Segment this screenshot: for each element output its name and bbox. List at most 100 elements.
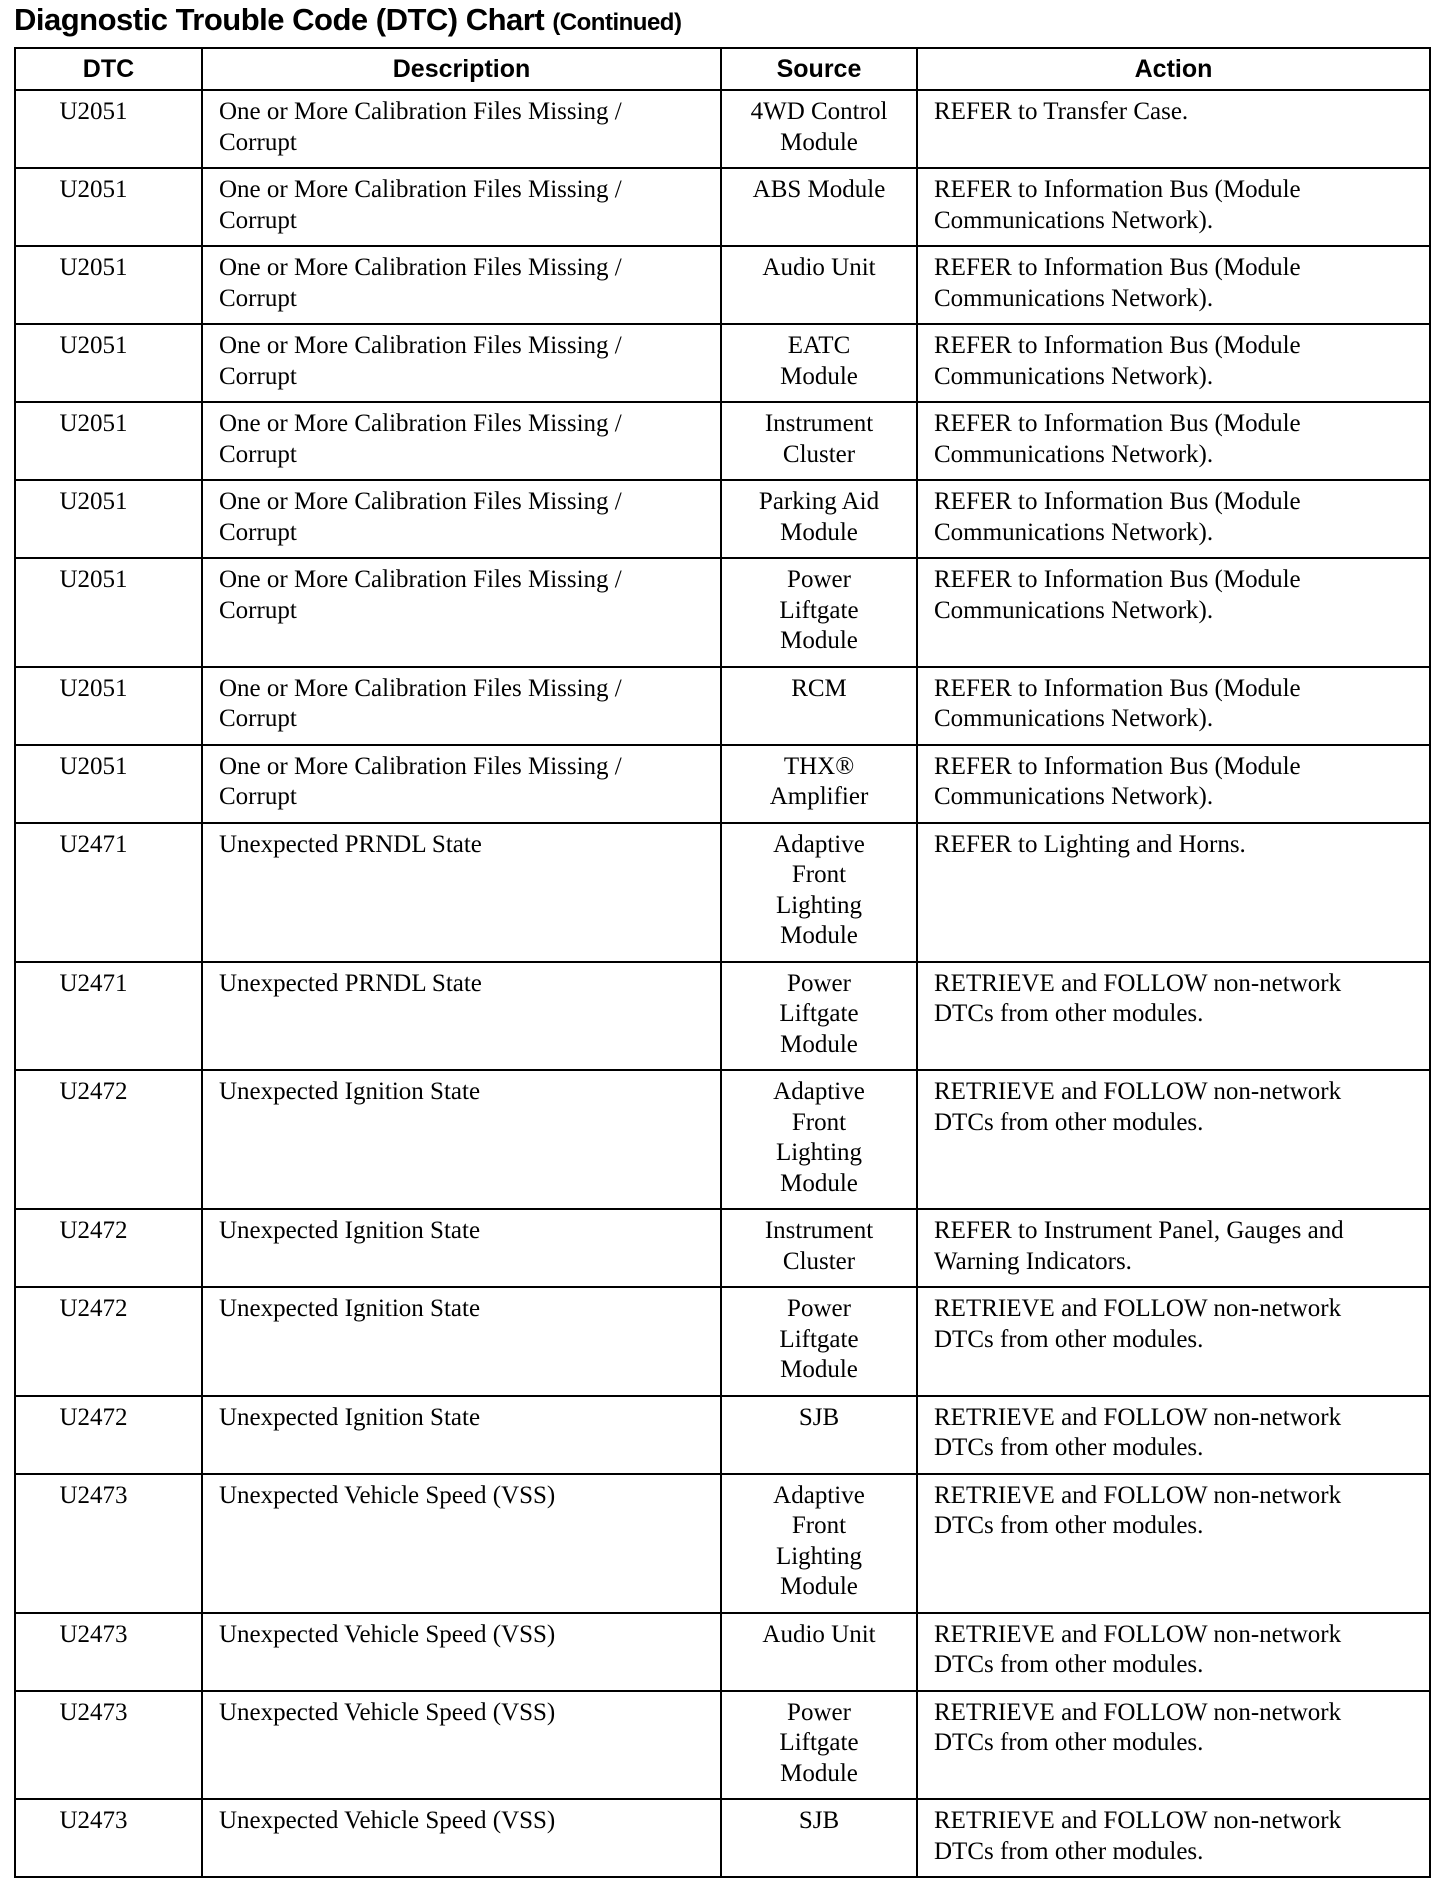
table-row: U2473 Unexpected Vehicle Speed (VSS) Power… <box>14 1689 1431 1800</box>
action-cell: RETRIEVE and FOLLOW non-network DTCs fro… <box>916 1611 1431 1692</box>
table-row: U2472 Unexpected Ignition State Power Lift… <box>14 1286 1431 1397</box>
description-cell: Unexpected Ignition State <box>201 1069 722 1210</box>
action-cell: RETRIEVE and FOLLOW non-network DTCs fro… <box>916 1798 1431 1878</box>
source-cell: Adaptive Front Lighting Module <box>720 1472 918 1614</box>
action-cell: REFER to Information Bus (Module Communi… <box>916 665 1431 746</box>
source-cell: Parking Aid Module <box>720 479 918 559</box>
dtc-cell: U2051 <box>14 743 203 824</box>
dtc-cell: U2472 <box>14 1208 203 1288</box>
action-cell: REFER to Information Bus (Module Communi… <box>916 245 1431 325</box>
table-row: U2051 One or More Calibration Files Missi… <box>14 743 1431 824</box>
source-cell: Instrument Cluster <box>720 401 918 481</box>
source-cell: Instrument Cluster <box>720 1208 918 1288</box>
table-row: U2051 One or More Calibration Files Missi… <box>14 401 1431 481</box>
table-row: U2051 One or More Calibration Files Missi… <box>14 665 1431 746</box>
dtc-cell: U2473 <box>14 1689 203 1800</box>
source-cell: ABS Module <box>720 167 918 247</box>
description-cell: One or More Calibration Files Missing / … <box>201 743 722 824</box>
description-cell: Unexpected Vehicle Speed (VSS) <box>201 1472 722 1614</box>
source-cell: Power Liftgate Module <box>720 557 918 668</box>
action-cell: RETRIEVE and FOLLOW non-network DTCs fro… <box>916 1394 1431 1475</box>
description-cell: One or More Calibration Files Missing / … <box>201 323 722 403</box>
dtc-cell: U2472 <box>14 1394 203 1475</box>
description-cell: Unexpected Vehicle Speed (VSS) <box>201 1611 722 1692</box>
description-cell: One or More Calibration Files Missing / … <box>201 167 722 247</box>
dtc-cell: U2471 <box>14 960 203 1071</box>
action-cell: REFER to Information Bus (Module Communi… <box>916 167 1431 247</box>
description-cell: Unexpected PRNDL State <box>201 821 722 963</box>
source-cell: Power Liftgate Module <box>720 1286 918 1397</box>
table-row: U2473 Unexpected Vehicle Speed (VSS) Audio… <box>14 1611 1431 1692</box>
action-cell: RETRIEVE and FOLLOW non-network DTCs fro… <box>916 1472 1431 1614</box>
dtc-cell: U2051 <box>14 479 203 559</box>
description-cell: Unexpected Vehicle Speed (VSS) <box>201 1798 722 1878</box>
column-header-description: Description <box>201 47 722 91</box>
description-cell: One or More Calibration Files Missing / … <box>201 665 722 746</box>
dtc-cell: U2051 <box>14 665 203 746</box>
table-row: U2051 One or More Calibration Files Missi… <box>14 479 1431 559</box>
dtc-cell: U2051 <box>14 323 203 403</box>
dtc-cell: U2051 <box>14 167 203 247</box>
action-cell: REFER to Instrument Panel, Gauges and Wa… <box>916 1208 1431 1288</box>
source-cell: Power Liftgate Module <box>720 960 918 1071</box>
source-cell: Audio Unit <box>720 245 918 325</box>
action-cell: REFER to Information Bus (Module Communi… <box>916 323 1431 403</box>
dtc-cell: U2471 <box>14 821 203 963</box>
table-row: U2051 One or More Calibration Files Missi… <box>14 89 1431 169</box>
source-cell: Adaptive Front Lighting Module <box>720 1069 918 1210</box>
description-cell: Unexpected Ignition State <box>201 1208 722 1288</box>
header-row: DTC Description Source Action <box>14 47 1431 91</box>
page-title: Diagnostic Trouble Code (DTC) Chart (Con… <box>14 2 682 38</box>
column-header-dtc: DTC <box>14 47 203 91</box>
table-row: U2051 One or More Calibration Files Missi… <box>14 323 1431 403</box>
action-cell: REFER to Transfer Case. <box>916 89 1431 169</box>
action-cell: REFER to Lighting and Horns. <box>916 821 1431 963</box>
action-cell: RETRIEVE and FOLLOW non-network DTCs fro… <box>916 1286 1431 1397</box>
table-row: U2051 One or More Calibration Files Missi… <box>14 557 1431 668</box>
dtc-cell: U2473 <box>14 1798 203 1878</box>
action-cell: RETRIEVE and FOLLOW non-network DTCs fro… <box>916 960 1431 1071</box>
description-cell: One or More Calibration Files Missing / … <box>201 245 722 325</box>
table-row: U2472 Unexpected Ignition State SJB RETRIEV… <box>14 1394 1431 1475</box>
source-cell: SJB <box>720 1798 918 1878</box>
dtc-cell: U2472 <box>14 1069 203 1210</box>
source-cell: 4WD Control Module <box>720 89 918 169</box>
dtc-cell: U2051 <box>14 557 203 668</box>
column-header-action: Action <box>916 47 1431 91</box>
action-cell: REFER to Information Bus (Module Communi… <box>916 401 1431 481</box>
action-cell: RETRIEVE and FOLLOW non-network DTCs fro… <box>916 1069 1431 1210</box>
dtc-cell: U2473 <box>14 1472 203 1614</box>
table-row: U2472 Unexpected Ignition State Instrument… <box>14 1208 1431 1288</box>
dtc-table: DTC Description Source Action U2051 One o… <box>14 47 1431 1878</box>
dtc-cell: U2472 <box>14 1286 203 1397</box>
description-cell: Unexpected PRNDL State <box>201 960 722 1071</box>
action-cell: REFER to Information Bus (Module Communi… <box>916 743 1431 824</box>
table-row: U2473 Unexpected Vehicle Speed (VSS) Adapt… <box>14 1472 1431 1614</box>
table-row: U2471 Unexpected PRNDL State Adaptive Fron… <box>14 821 1431 963</box>
action-cell: REFER to Information Bus (Module Communi… <box>916 479 1431 559</box>
description-cell: One or More Calibration Files Missing / … <box>201 89 722 169</box>
table-row: U2473 Unexpected Vehicle Speed (VSS) SJB RE… <box>14 1798 1431 1878</box>
table-row: U2472 Unexpected Ignition State Adaptive F… <box>14 1069 1431 1210</box>
action-cell: REFER to Information Bus (Module Communi… <box>916 557 1431 668</box>
description-cell: Unexpected Ignition State <box>201 1286 722 1397</box>
source-cell: RCM <box>720 665 918 746</box>
dtc-cell: U2051 <box>14 401 203 481</box>
dtc-cell: U2051 <box>14 245 203 325</box>
source-cell: SJB <box>720 1394 918 1475</box>
table-row: U2051 One or More Calibration Files Missi… <box>14 245 1431 325</box>
dtc-cell: U2473 <box>14 1611 203 1692</box>
title-text: Diagnostic Trouble Code (DTC) Chart <box>14 2 545 37</box>
description-cell: One or More Calibration Files Missing / … <box>201 401 722 481</box>
source-cell: EATC Module <box>720 323 918 403</box>
source-cell: Audio Unit <box>720 1611 918 1692</box>
table-row: U2051 One or More Calibration Files Missi… <box>14 167 1431 247</box>
description-cell: One or More Calibration Files Missing / … <box>201 479 722 559</box>
column-header-source: Source <box>720 47 918 91</box>
action-cell: RETRIEVE and FOLLOW non-network DTCs fro… <box>916 1689 1431 1800</box>
description-cell: Unexpected Vehicle Speed (VSS) <box>201 1689 722 1800</box>
description-cell: One or More Calibration Files Missing / … <box>201 557 722 668</box>
description-cell: Unexpected Ignition State <box>201 1394 722 1475</box>
title-suffix: (Continued) <box>552 9 682 36</box>
source-cell: THX® Amplifier <box>720 743 918 824</box>
